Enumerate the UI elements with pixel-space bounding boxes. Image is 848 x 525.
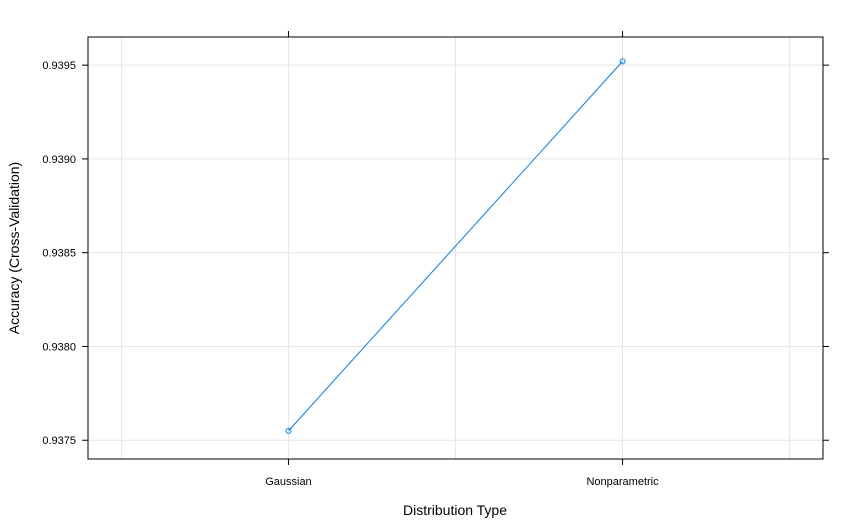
y-axis-title: Accuracy (Cross-Validation) bbox=[6, 162, 22, 334]
data-point bbox=[285, 427, 292, 434]
x-tick-label: Nonparametric bbox=[586, 476, 659, 488]
y-tick-label: 0.9390 bbox=[42, 154, 76, 166]
x-tick-labels: Gaussian Nonparametric bbox=[265, 476, 659, 488]
y-tick-label: 0.9385 bbox=[42, 248, 76, 260]
plot-frame bbox=[87, 36, 824, 460]
y-tick-label: 0.9375 bbox=[42, 435, 76, 447]
x-tick-label: Gaussian bbox=[265, 476, 311, 488]
axis-ticks bbox=[82, 31, 829, 465]
grid-lines bbox=[88, 37, 823, 459]
x-axis-title: Distribution Type bbox=[403, 502, 507, 518]
data-series bbox=[285, 58, 626, 434]
y-tick-labels: 0.9375 0.9380 0.9385 0.9390 0.9395 bbox=[42, 60, 76, 447]
y-tick-label: 0.9395 bbox=[42, 60, 76, 72]
series-line bbox=[288, 61, 623, 432]
y-tick-label: 0.9380 bbox=[42, 341, 76, 353]
data-point bbox=[619, 58, 626, 65]
